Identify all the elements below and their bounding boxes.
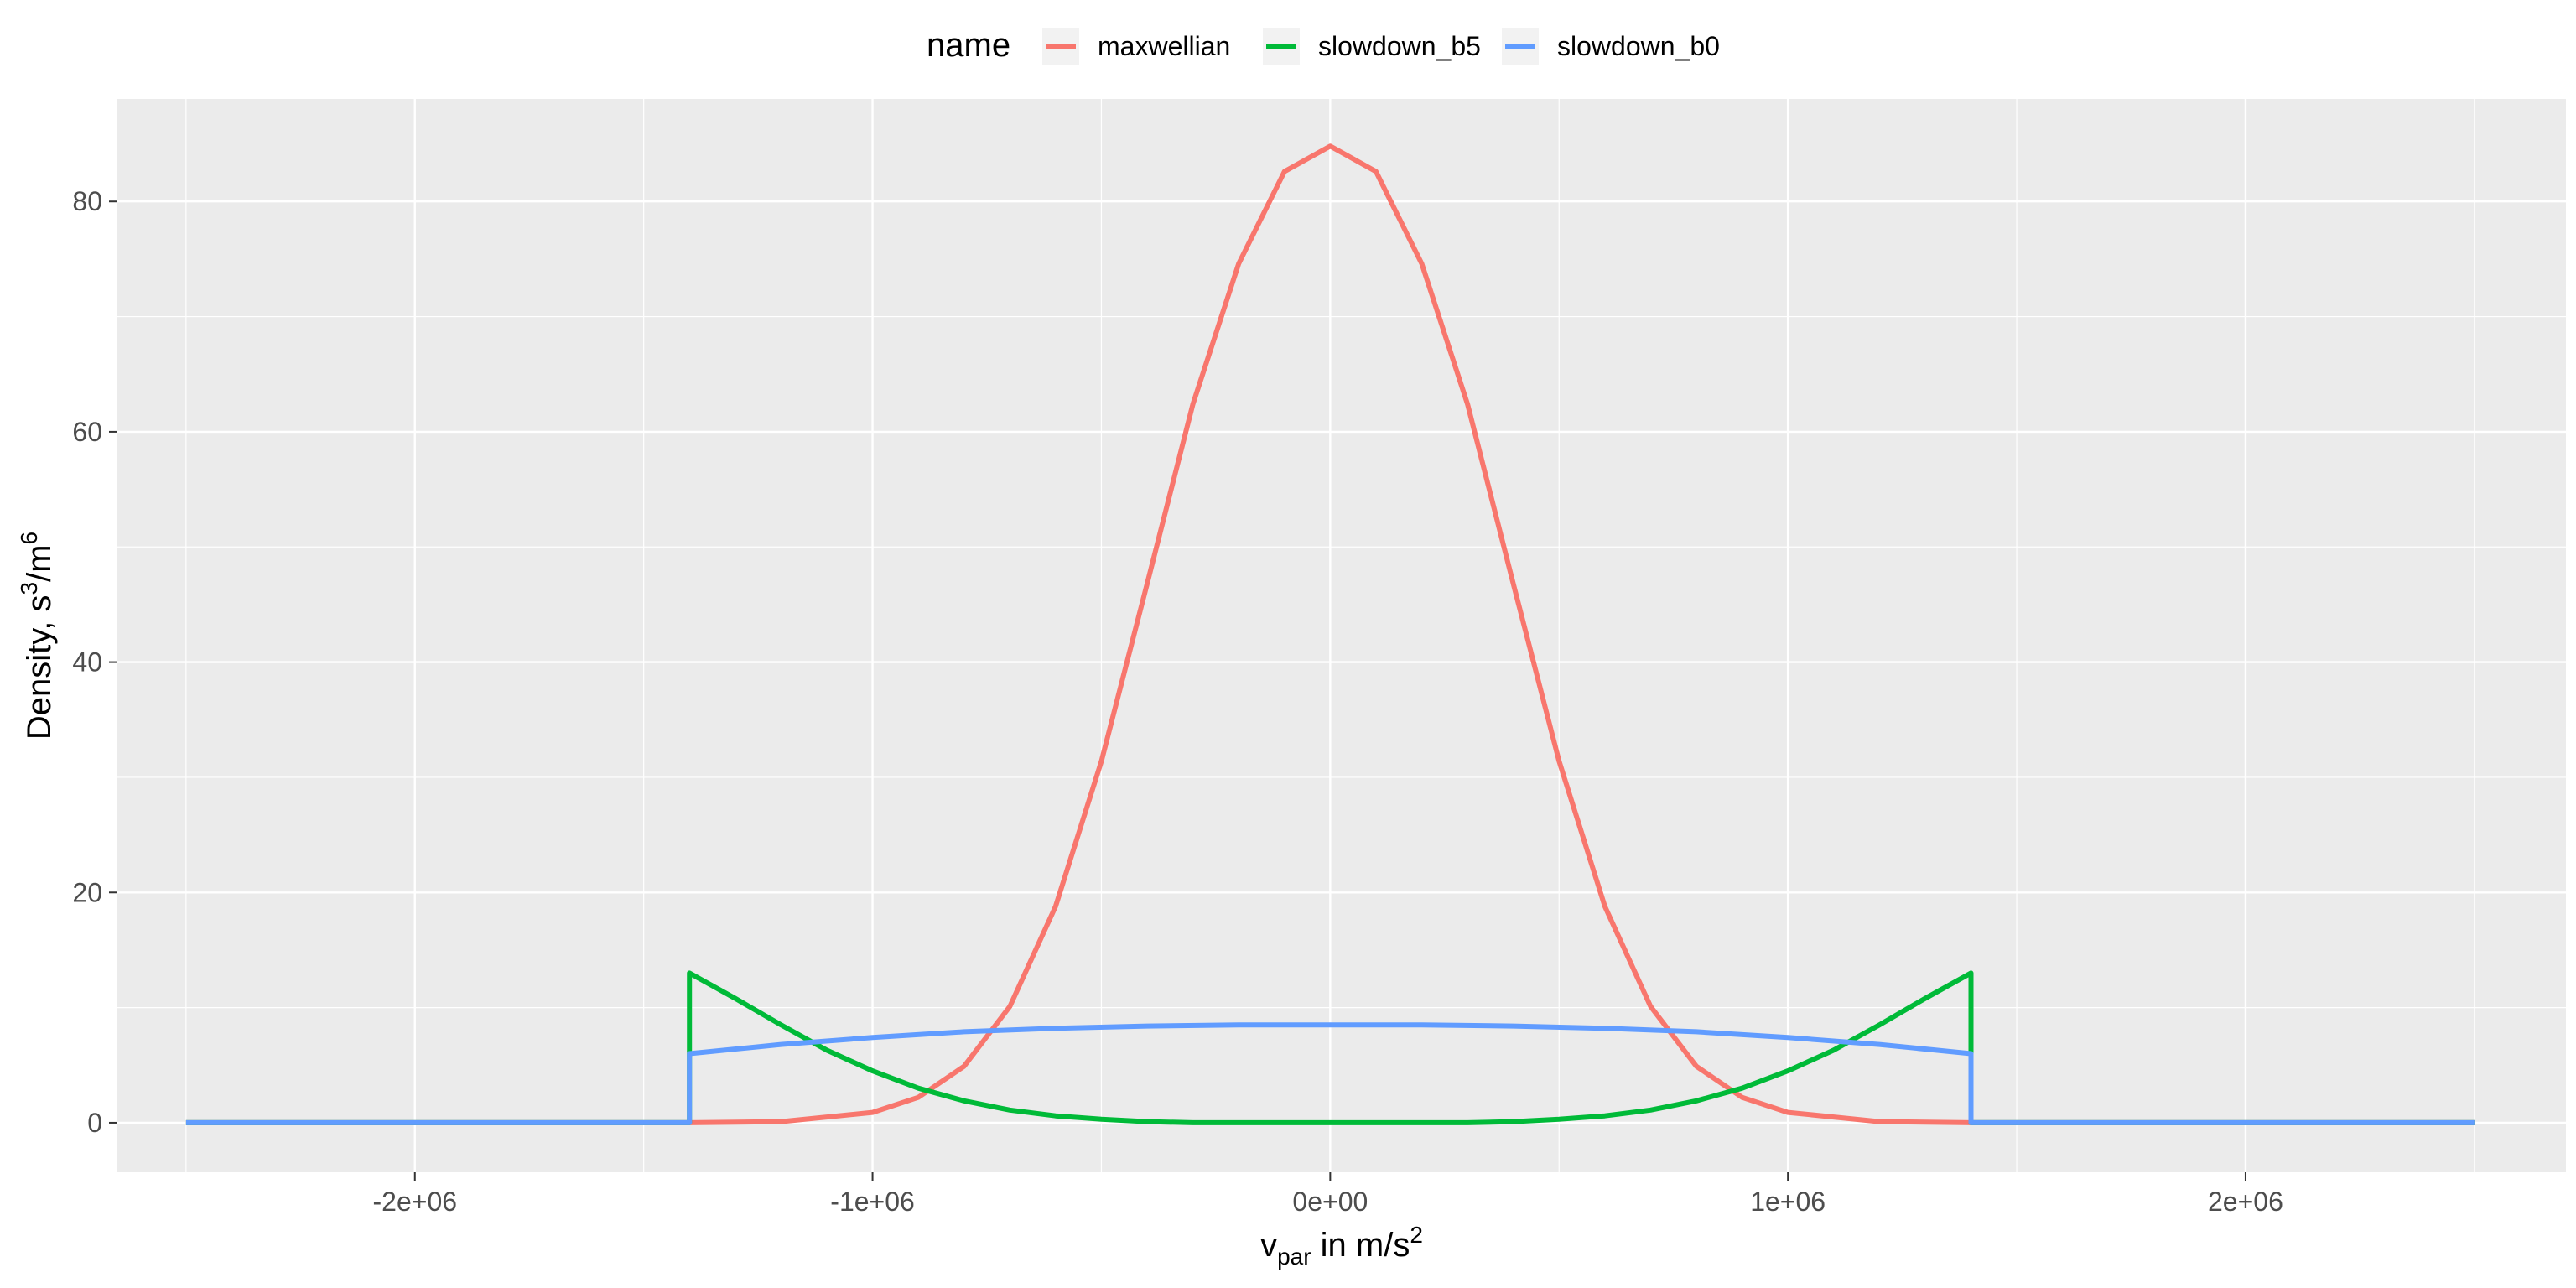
x-axis-title-main: v [1260, 1227, 1277, 1264]
legend-title: name [927, 27, 1010, 64]
legend-item-slowdown_b0: slowdown_b0 [1502, 28, 1720, 65]
y-axis: 0 20 40 60 80 [72, 186, 117, 1138]
x-axis-title-sup: 2 [1410, 1222, 1423, 1248]
y-tick-label: 0 [87, 1108, 102, 1138]
x-axis-title-mid: in m/s [1311, 1227, 1410, 1264]
y-tick-label: 60 [72, 417, 102, 447]
x-tick-label: 2e+06 [2208, 1187, 2283, 1217]
grid-minor [117, 99, 2566, 1172]
legend-label: maxwellian [1098, 31, 1230, 61]
legend-item-slowdown_b5: slowdown_b5 [1263, 28, 1481, 65]
x-tick-label: -1e+06 [830, 1187, 915, 1217]
y-axis-title-a: Density, s [21, 595, 58, 740]
series-line-maxwellian [185, 143, 2475, 1125]
x-axis-title: vpar in m/s2 [1260, 1222, 1423, 1270]
series-lines [185, 143, 2475, 1125]
legend-items: maxwellian slowdown_b5 slowdown_b0 [1042, 28, 1720, 65]
legend-item-maxwellian: maxwellian [1042, 28, 1230, 65]
y-tick-label: 80 [72, 186, 102, 216]
y-axis-title: Density, s3/m6 [16, 532, 58, 740]
series-line-slowdown_b5 [185, 970, 2475, 1125]
x-tick-label: 0e+00 [1292, 1187, 1368, 1217]
x-tick-label: 1e+06 [1750, 1187, 1826, 1217]
y-axis-title-sup1: 3 [16, 582, 42, 595]
legend-label: slowdown_b5 [1318, 31, 1481, 61]
x-tick-label: -2e+06 [373, 1187, 458, 1217]
legend-label: slowdown_b0 [1557, 31, 1720, 61]
y-axis-title-sup2: 6 [16, 532, 42, 545]
plot-panel [117, 99, 2566, 1172]
series-line-slowdown_b0 [185, 1022, 2475, 1125]
x-axis-title-sub: par [1277, 1244, 1311, 1270]
legend: name maxwellian slowdown_b5 slowdown_b0 [927, 27, 1720, 65]
y-axis-title-b: /m [21, 544, 58, 581]
y-tick-label: 40 [72, 647, 102, 678]
y-tick-label: 20 [72, 877, 102, 907]
x-axis: -2e+06 -1e+06 0e+00 1e+06 2e+06 [373, 1172, 2283, 1217]
